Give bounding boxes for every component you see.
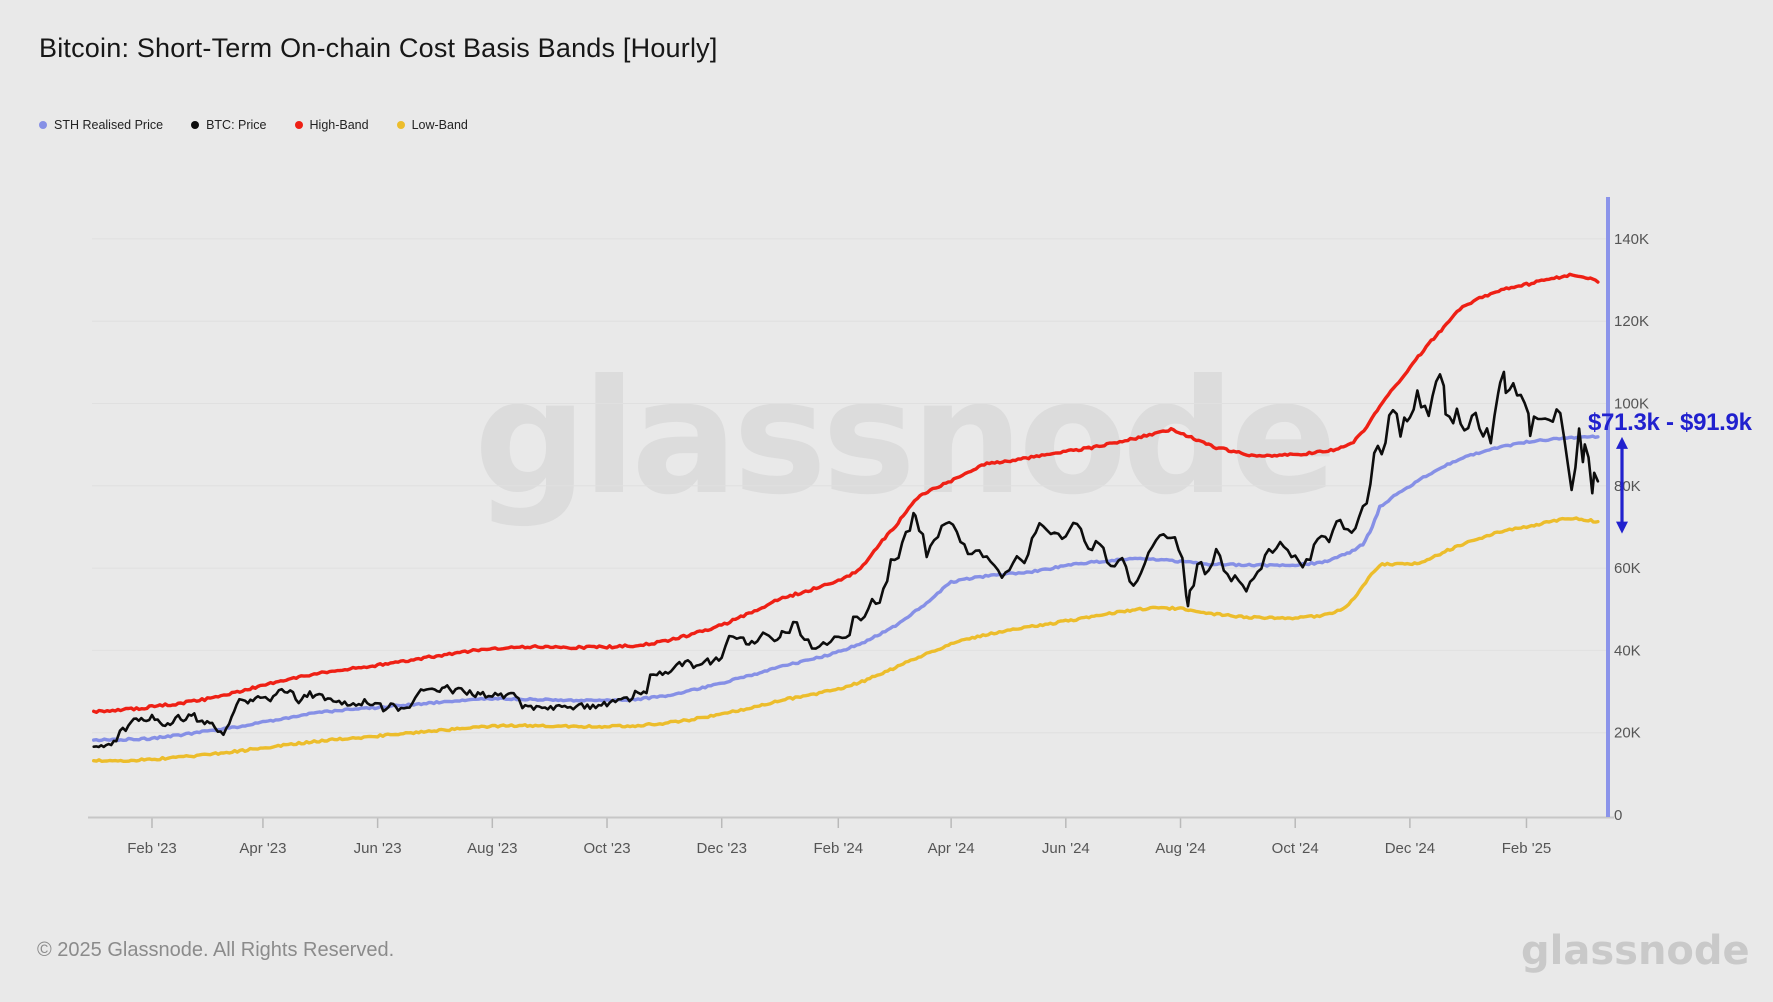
legend-item-btc-price[interactable]: BTC: Price [191,118,267,132]
legend-dot [39,121,47,129]
legend-dot [396,121,405,129]
x-tick-label: Oct '23 [583,840,630,857]
range-arrow-up-head [1616,436,1628,449]
y-tick-label: 100K [1614,396,1649,413]
glassnode-logo: glassnode [1521,928,1750,974]
legend-item-sth-realised-price[interactable]: STH Realised Price [39,118,163,132]
y-tick-label: 80K [1614,478,1641,495]
x-tick-label: Feb '25 [1502,840,1552,857]
x-tick-label: Jun '23 [354,840,402,857]
chart-title: Bitcoin: Short-Term On-chain Cost Basis … [39,33,718,63]
x-tick-label: Dec '24 [1385,840,1435,857]
x-tick-label: Dec '23 [697,840,747,857]
y-tick-label: 0 [1614,807,1622,824]
x-tick-label: Aug '23 [467,840,517,857]
x-tick-label: Aug '24 [1155,840,1205,857]
series-sth-realised-price [92,434,1600,743]
legend-label: BTC: Price [206,118,267,132]
plot-area[interactable] [92,197,1608,815]
x-tick-label: Apr '24 [928,840,975,857]
copyright-text: © 2025 Glassnode. All Rights Reserved. [37,939,395,961]
x-tick-label: Apr '23 [239,840,286,857]
y-tick-label: 40K [1614,642,1641,659]
x-tick-label: Oct '24 [1272,840,1319,857]
range-arrow-down-head [1616,521,1628,534]
x-tick-label: Jun '24 [1042,840,1090,857]
price-range-annotation: $71.3k - $91.9k [1588,409,1752,436]
x-tick-label: Feb '23 [127,840,177,857]
y-tick-label: 60K [1614,560,1641,577]
y-tick-label: 140K [1614,231,1649,248]
legend-dot [191,121,200,129]
series-high-band [92,272,1600,714]
legend-dot [294,121,303,129]
legend-label: Low-Band [411,118,468,132]
legend-item-low-band[interactable]: Low-Band [396,118,468,132]
legend-label: STH Realised Price [54,118,164,132]
y-tick-label: 120K [1614,313,1649,330]
legend-item-high-band[interactable]: High-Band [294,118,369,132]
y-tick-label: 20K [1614,725,1641,742]
legend-label: High-Band [309,118,369,132]
x-tick-label: Feb '24 [814,840,864,857]
series-btc-price [92,370,1600,749]
series-low-band [92,516,1600,763]
legend: STH Realised Price BTC: Price High-Band Low… [39,118,468,132]
